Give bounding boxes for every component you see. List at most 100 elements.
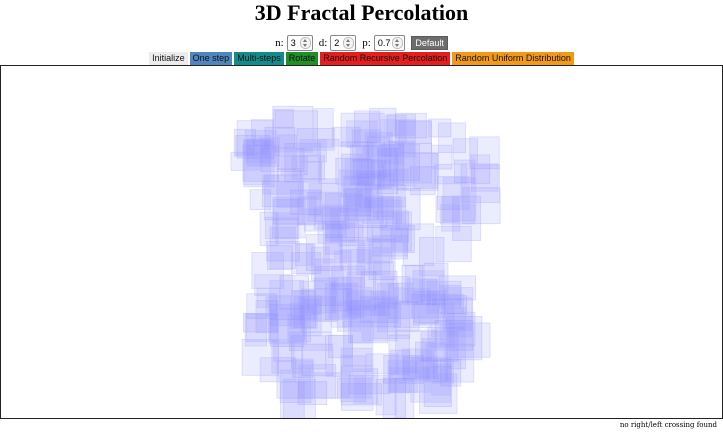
random-uniform-distribution-button[interactable]: Random Uniform Distribution <box>452 52 574 65</box>
fractal-cube <box>440 203 476 225</box>
fractal-cube <box>299 161 322 200</box>
fractal-cube <box>313 108 334 148</box>
fractal-cube <box>264 216 300 240</box>
fractal-cube <box>325 222 356 242</box>
fractal-cube <box>314 372 351 399</box>
fractal-cube <box>325 193 364 238</box>
fractal-cube <box>342 287 373 328</box>
fractal-cube <box>353 368 379 404</box>
fractal-cube <box>251 119 274 148</box>
fractal-cube <box>377 300 420 333</box>
fractal-cube <box>365 353 399 375</box>
fractal-cube <box>251 251 284 289</box>
fractal-cube <box>304 207 324 232</box>
fractal-cube <box>279 369 312 403</box>
fractal-cube <box>425 289 447 315</box>
fractal-cube <box>394 378 415 418</box>
fractal-cube <box>337 377 372 399</box>
spinner-arrows-icon[interactable] <box>299 37 311 49</box>
default-button[interactable]: Default <box>411 36 448 50</box>
fractal-cube <box>354 110 381 144</box>
p-value: 0.7 <box>377 38 391 48</box>
fractal-cube <box>265 296 292 317</box>
p-spinner[interactable]: 0.7 <box>373 35 406 51</box>
fractal-cube <box>389 349 411 394</box>
fractal-cube <box>282 378 316 418</box>
fractal-cube <box>460 164 501 204</box>
fractal-cube <box>271 339 304 374</box>
fractal-cube <box>235 135 271 156</box>
fractal-cube <box>381 143 420 181</box>
fractal-3d-scene[interactable] <box>1 66 722 418</box>
fractal-cube <box>442 176 477 222</box>
fractal-cube <box>439 311 476 347</box>
fractal-cube <box>428 118 452 138</box>
fractal-cube <box>269 317 308 345</box>
fractal-cube <box>356 147 398 187</box>
fractal-cube <box>446 315 483 361</box>
fractal-cube <box>431 297 473 338</box>
fractal-cube <box>346 120 378 148</box>
fractal-cube <box>339 239 365 263</box>
multi-steps-button[interactable]: Multi-steps <box>234 52 284 65</box>
initialize-button[interactable]: Initialize <box>149 52 188 65</box>
fractal-cube <box>443 343 475 383</box>
spinner-arrows-icon[interactable] <box>343 37 355 49</box>
fractal-cube <box>295 243 314 266</box>
crossing-status: no right/left crossing found <box>619 421 717 429</box>
action-buttons: Initialize One step Multi-steps Rotate R… <box>0 52 723 65</box>
fractal-cube <box>376 196 394 220</box>
spinner-arrows-icon[interactable] <box>392 37 404 49</box>
fractal-cube <box>268 295 307 341</box>
fractal-cube <box>329 207 359 243</box>
fractal-cube <box>441 196 461 232</box>
fractal-cube <box>269 226 296 269</box>
fractal-cube <box>244 312 267 347</box>
fractal-cube <box>379 119 417 158</box>
fractal-cube <box>469 136 500 170</box>
fractal-cube <box>355 172 395 217</box>
fractal-cube <box>362 195 384 224</box>
one-step-button[interactable]: One step <box>189 52 233 65</box>
fractal-cube <box>340 347 372 372</box>
fractal-cube <box>392 211 412 252</box>
fractal-cube <box>273 341 295 362</box>
fractal-cube <box>380 275 411 306</box>
fractal-cube <box>388 366 431 393</box>
fractal-cube <box>297 295 337 323</box>
fractal-cube <box>413 290 440 323</box>
d-spinner[interactable]: 2 <box>330 35 357 51</box>
p-label: p: <box>362 37 371 49</box>
fractal-cube <box>256 287 280 308</box>
fractal-cube <box>452 138 478 164</box>
fractal-cube <box>364 132 393 158</box>
fractal-cube <box>388 140 415 187</box>
fractal-cube <box>442 287 474 331</box>
fractal-cube <box>401 348 433 382</box>
parameter-bar: n: 3 d: 2 p: 0.7 Default <box>0 35 723 51</box>
fractal-cube <box>356 247 391 276</box>
fractal-cube <box>435 225 472 263</box>
render-canvas[interactable] <box>0 65 723 419</box>
fractal-cube <box>296 243 316 275</box>
fractal-cube <box>372 301 411 339</box>
fractal-cube <box>439 284 462 309</box>
n-spinner[interactable]: 3 <box>286 35 313 51</box>
fractal-cube <box>249 189 271 211</box>
fractal-cube <box>258 136 281 168</box>
n-value: 3 <box>290 38 296 48</box>
fractal-cube <box>275 212 299 244</box>
fractal-cube <box>375 378 397 416</box>
d-label: d: <box>318 37 328 49</box>
random-recursive-percolation-button[interactable]: Random Recursive Percolation <box>320 52 451 65</box>
rotate-button[interactable]: Rotate <box>285 52 319 65</box>
fractal-cube <box>347 236 383 276</box>
fractal-cube <box>348 304 389 344</box>
fractal-cube <box>291 155 325 181</box>
fractal-cube <box>395 120 432 144</box>
n-label: n: <box>275 37 284 49</box>
d-value: 2 <box>334 38 340 48</box>
fractal-cube <box>430 363 452 396</box>
fractal-cube <box>302 298 322 337</box>
fractal-cube <box>325 334 353 377</box>
